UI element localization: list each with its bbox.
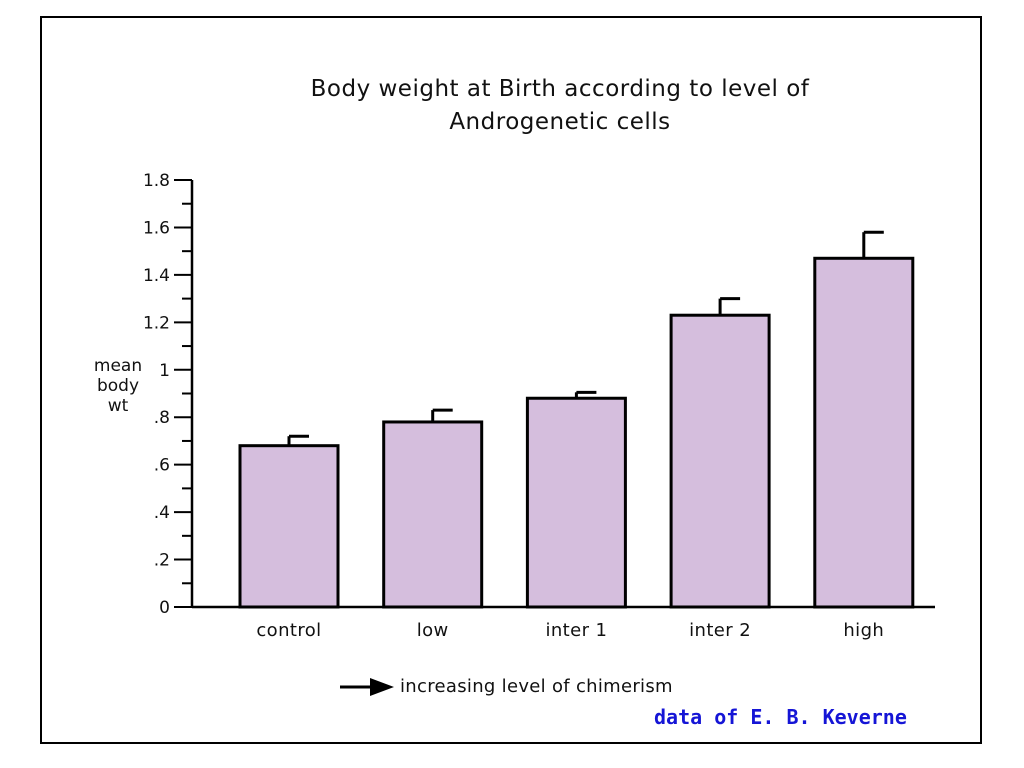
chart-title: Body weight at Birth according to level …: [0, 73, 1024, 139]
y-tick-label: 1.2: [143, 313, 170, 333]
slide-frame: [40, 16, 982, 744]
bar-low: [382, 420, 484, 609]
x-tick-label: inter 1: [545, 620, 607, 641]
axes-layer: control low inter 1 inter 2 high 0 .2 .4 .6 .8 1 1.…: [143, 171, 935, 641]
y-axis-label-line-3: wt: [107, 396, 129, 416]
y-axis-label-line-2: body: [96, 376, 140, 396]
y-axis-label: mean body wt: [83, 356, 153, 416]
y-tick-label: .6: [154, 456, 170, 476]
chart-title-line-2: Androgenetic cells: [449, 109, 671, 135]
x-axis-label-text: increasing level of chimerism: [400, 676, 673, 697]
y-tick-label: 1.4: [143, 266, 170, 286]
x-tick-label: high: [843, 620, 884, 641]
y-tick-label: 1.8: [143, 171, 170, 191]
x-tick-label: control: [256, 620, 321, 641]
y-tick-label: 0: [159, 598, 170, 618]
bar-high: [813, 256, 915, 609]
y-tick-label: .8: [154, 408, 170, 428]
x-tick-label: inter 2: [689, 620, 751, 641]
right-arrow-icon: [340, 678, 394, 696]
chart-title-line-1: Body weight at Birth according to level …: [310, 76, 810, 102]
y-tick-label: .4: [154, 503, 170, 523]
bar-inter-2: [669, 313, 771, 609]
x-tick-label: low: [417, 620, 449, 641]
y-tick-label: .2: [154, 551, 170, 571]
bar-inter-1: [525, 396, 627, 609]
x-axis-label: increasing level of chimerism: [340, 676, 673, 697]
bar-control: [238, 444, 340, 609]
data-credit: data of E. B. Keverne: [654, 705, 907, 729]
bars-layer: [238, 230, 915, 609]
y-tick-label: 1: [159, 361, 170, 381]
y-axis-label-line-1: mean: [93, 356, 143, 376]
y-tick-label: 1.6: [143, 218, 170, 238]
